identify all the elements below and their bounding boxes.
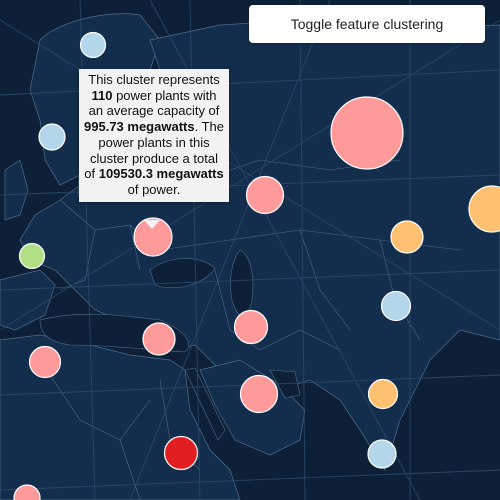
- cluster-algeria[interactable]: [28, 345, 62, 379]
- popup-pointer: [144, 220, 160, 229]
- popup-text-2: power plants with an average capacity of: [88, 87, 220, 119]
- red-sea: [184, 367, 226, 441]
- land-uk: [4, 159, 29, 221]
- popup-count: 110: [91, 87, 113, 103]
- cluster-west-africa[interactable]: [13, 484, 41, 500]
- cluster-turkey[interactable]: [142, 322, 176, 356]
- cluster-scandinavia-south[interactable]: [38, 123, 66, 151]
- cluster-gulf[interactable]: [239, 374, 279, 414]
- popup-total-capacity: 109530.3 megawatts: [98, 166, 224, 182]
- cluster-kazakhstan[interactable]: [390, 220, 424, 254]
- cluster-pakistan[interactable]: [367, 378, 399, 410]
- clusters-layer: [13, 31, 500, 500]
- cluster-ukraine-selected[interactable]: [133, 217, 173, 257]
- cluster-india[interactable]: [367, 439, 397, 469]
- cluster-ural-large[interactable]: [330, 96, 404, 170]
- cluster-sudan[interactable]: [163, 435, 199, 471]
- cluster-popup: This cluster represents 110 power plants…: [79, 69, 229, 202]
- cluster-central-asia[interactable]: [380, 290, 412, 322]
- country-borders: [39, 159, 461, 500]
- popup-text-1: This cluster represents: [88, 72, 220, 87]
- cluster-russia-central[interactable]: [245, 175, 285, 215]
- cluster-france[interactable]: [18, 242, 46, 270]
- popup-text-4: of power.: [127, 181, 181, 197]
- popup-avg-capacity: 995.73 megawatts: [84, 119, 195, 135]
- cluster-east-edge[interactable]: [468, 185, 500, 233]
- cluster-iran-west[interactable]: [233, 309, 269, 345]
- cluster-scandinavia-north[interactable]: [79, 31, 107, 59]
- black-sea: [149, 258, 216, 288]
- popup-text-3: . The power plants in this cluster produ…: [84, 119, 224, 182]
- land-iberia: [0, 269, 56, 331]
- toggle-clustering-button[interactable]: Toggle feature clustering: [249, 5, 485, 43]
